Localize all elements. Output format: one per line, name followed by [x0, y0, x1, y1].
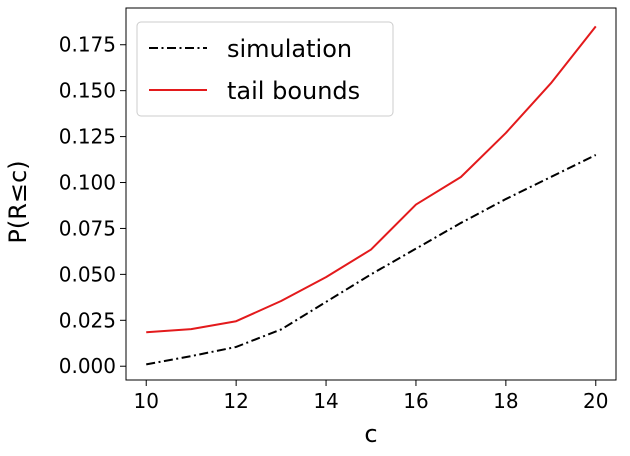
y-tick-label: 0.050	[59, 262, 116, 286]
legend-label-simulation: simulation	[227, 35, 352, 63]
x-tick-label: 20	[583, 389, 608, 413]
y-tick-label: 0.075	[59, 216, 116, 240]
series-line-simulation	[146, 154, 597, 366]
y-tick-label: 0.175	[59, 33, 116, 57]
legend-label-tail-bounds: tail bounds	[227, 77, 360, 105]
y-axis-label: P(R≤c)	[4, 160, 32, 243]
y-tick-label: 0.025	[59, 308, 116, 332]
x-tick-label: 10	[134, 389, 159, 413]
x-tick-label: 12	[223, 389, 248, 413]
y-tick-label: 0.150	[59, 79, 116, 103]
x-axis-label: c	[364, 420, 377, 448]
x-tick-label: 16	[403, 389, 428, 413]
series-line-tail-bounds	[146, 25, 597, 334]
plot-area	[146, 25, 597, 366]
y-tick-label: 0.125	[59, 125, 116, 149]
legend: simulation tail bounds	[136, 21, 394, 117]
y-tick-label: 0.000	[59, 354, 116, 378]
plot-frame	[125, 7, 617, 381]
x-tick-label: 14	[313, 389, 338, 413]
axes: 10 12 14 16 18 20 0.000 0.025 0.050 0.075 0.100 0.1…	[59, 7, 617, 413]
legend-box	[136, 21, 394, 117]
y-tick-label: 0.100	[59, 171, 116, 195]
x-tick-label: 18	[493, 389, 518, 413]
